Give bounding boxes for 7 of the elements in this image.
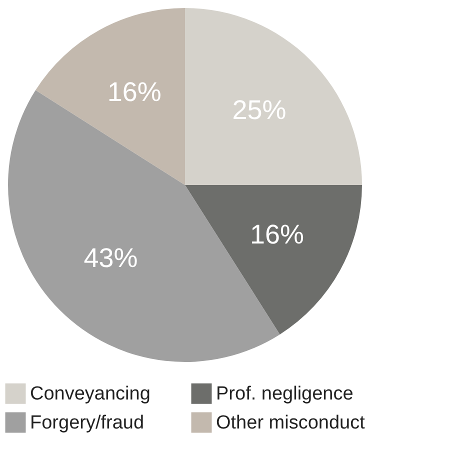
- legend-label: Other misconduct: [216, 412, 366, 434]
- legend-label: Forgery/fraud: [30, 412, 144, 434]
- data-label: 16%: [250, 220, 304, 250]
- legend-label: Conveyancing: [30, 384, 150, 405]
- data-label: 43%: [84, 243, 138, 274]
- legend-label: Prof. negligence: [216, 384, 354, 405]
- data-label: 16%: [107, 76, 162, 107]
